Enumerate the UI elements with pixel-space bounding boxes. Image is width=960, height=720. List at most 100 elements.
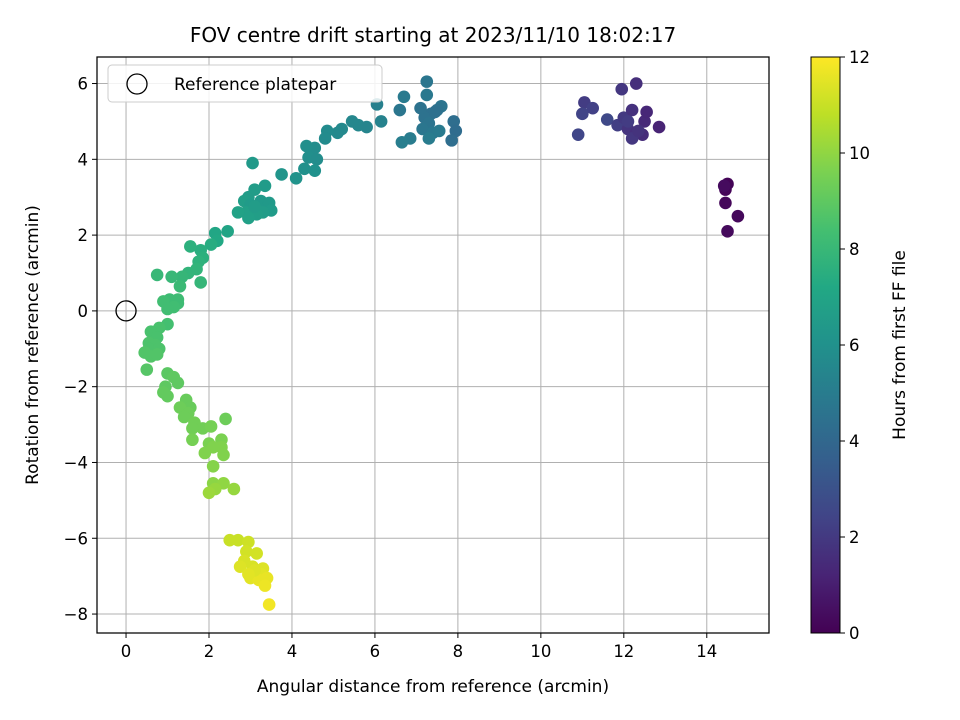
colorbar-tick-label: 10 <box>849 144 870 163</box>
colorbar-tick-label: 6 <box>849 336 860 355</box>
data-point <box>165 270 178 284</box>
data-point <box>420 88 434 102</box>
data-point <box>242 211 255 225</box>
y-tick-label: 0 <box>78 302 89 321</box>
data-point <box>175 270 189 284</box>
y-tick-label: −8 <box>64 605 88 624</box>
y-tick-label: −4 <box>64 453 88 472</box>
data-point <box>420 75 434 88</box>
data-point <box>186 433 199 447</box>
data-point <box>395 135 409 149</box>
data-point <box>246 156 259 170</box>
legend-entry-reference-platepar: Reference platepar <box>174 75 336 95</box>
data-point <box>221 225 234 238</box>
data-point <box>586 101 600 115</box>
colorbar-label: Hours from first FF file <box>890 250 910 440</box>
x-tick-label: 14 <box>696 642 717 661</box>
legend-frame <box>107 64 383 103</box>
data-point <box>629 77 643 90</box>
y-axis-label: Rotation from reference (arcmin) <box>23 205 43 485</box>
data-point <box>186 422 199 435</box>
y-tick-label: −2 <box>64 378 88 397</box>
data-point <box>219 412 232 426</box>
data-point <box>318 132 332 145</box>
data-point <box>217 448 230 462</box>
data-point <box>397 90 411 104</box>
x-tick-label: 12 <box>613 642 634 661</box>
data-point <box>414 101 427 115</box>
data-point <box>150 268 164 282</box>
data-point <box>204 420 218 433</box>
y-tick-label: 2 <box>78 226 89 245</box>
data-point <box>428 105 442 119</box>
data-point <box>202 486 216 500</box>
y-axis-ticks: −8 −6 −4 −2 0 2 4 6 <box>64 75 97 624</box>
x-axis-label: Angular distance from reference (arcmin) <box>257 677 609 697</box>
data-point <box>571 128 585 141</box>
data-point <box>206 459 220 473</box>
colorbar-ticks: 0 2 4 6 8 10 12 <box>840 48 870 643</box>
data-point <box>275 168 288 181</box>
data-point <box>242 535 255 549</box>
x-tick-label: 4 <box>287 642 298 661</box>
y-tick-label: 6 <box>78 75 89 94</box>
data-point <box>374 115 388 128</box>
y-tick-label: −6 <box>64 529 88 548</box>
data-point <box>310 153 324 166</box>
data-point <box>231 533 245 547</box>
colorbar-tick-label: 8 <box>849 240 860 259</box>
data-point <box>345 115 359 128</box>
x-tick-label: 6 <box>370 642 381 661</box>
data-point <box>140 363 154 376</box>
data-point <box>204 238 218 251</box>
data-point <box>717 179 731 193</box>
data-point <box>258 179 272 193</box>
x-tick-label: 2 <box>204 642 215 661</box>
colorbar-tick-label: 4 <box>849 432 860 451</box>
data-point <box>198 446 212 460</box>
data-point <box>258 579 272 592</box>
data-point <box>449 124 463 138</box>
data-point <box>240 545 253 558</box>
data-point <box>360 120 373 134</box>
chart-title: FOV centre drift starting at 2023/11/10 … <box>190 23 676 47</box>
data-point <box>262 598 276 611</box>
grid-lines <box>97 57 769 633</box>
data-point <box>393 103 407 117</box>
colorbar-tick-label: 0 <box>849 624 860 643</box>
x-tick-label: 8 <box>453 642 464 661</box>
data-point <box>250 547 264 560</box>
colorbar-tick-label: 2 <box>849 528 860 547</box>
x-tick-label: 0 <box>121 642 132 661</box>
data-point <box>625 103 639 117</box>
data-point <box>227 482 241 496</box>
data-point <box>719 196 732 210</box>
data-point <box>289 171 303 185</box>
data-point <box>173 279 187 293</box>
data-point <box>445 134 458 147</box>
data-point <box>731 209 745 223</box>
data-point <box>177 410 191 424</box>
data-point <box>632 124 645 138</box>
data-point <box>184 240 197 253</box>
data-point <box>233 560 247 573</box>
data-point <box>615 82 629 96</box>
x-tick-label: 10 <box>530 642 551 661</box>
colorbar-tick-label: 12 <box>849 48 870 67</box>
data-point <box>432 124 446 138</box>
data-point <box>308 164 322 177</box>
y-tick-label: 4 <box>78 150 89 169</box>
data-point <box>621 115 635 128</box>
legend-reference-marker <box>126 73 148 95</box>
x-axis-ticks: 0 2 4 6 8 10 12 14 <box>121 633 717 661</box>
plot-area <box>96 56 770 634</box>
data-point <box>576 107 589 121</box>
legend: Reference platepar <box>107 64 383 103</box>
reference-platepar-marker <box>115 300 137 322</box>
data-point <box>640 105 653 119</box>
data-point <box>298 162 311 176</box>
data-point <box>422 132 436 145</box>
data-point <box>161 389 174 403</box>
colorbar <box>810 56 841 634</box>
